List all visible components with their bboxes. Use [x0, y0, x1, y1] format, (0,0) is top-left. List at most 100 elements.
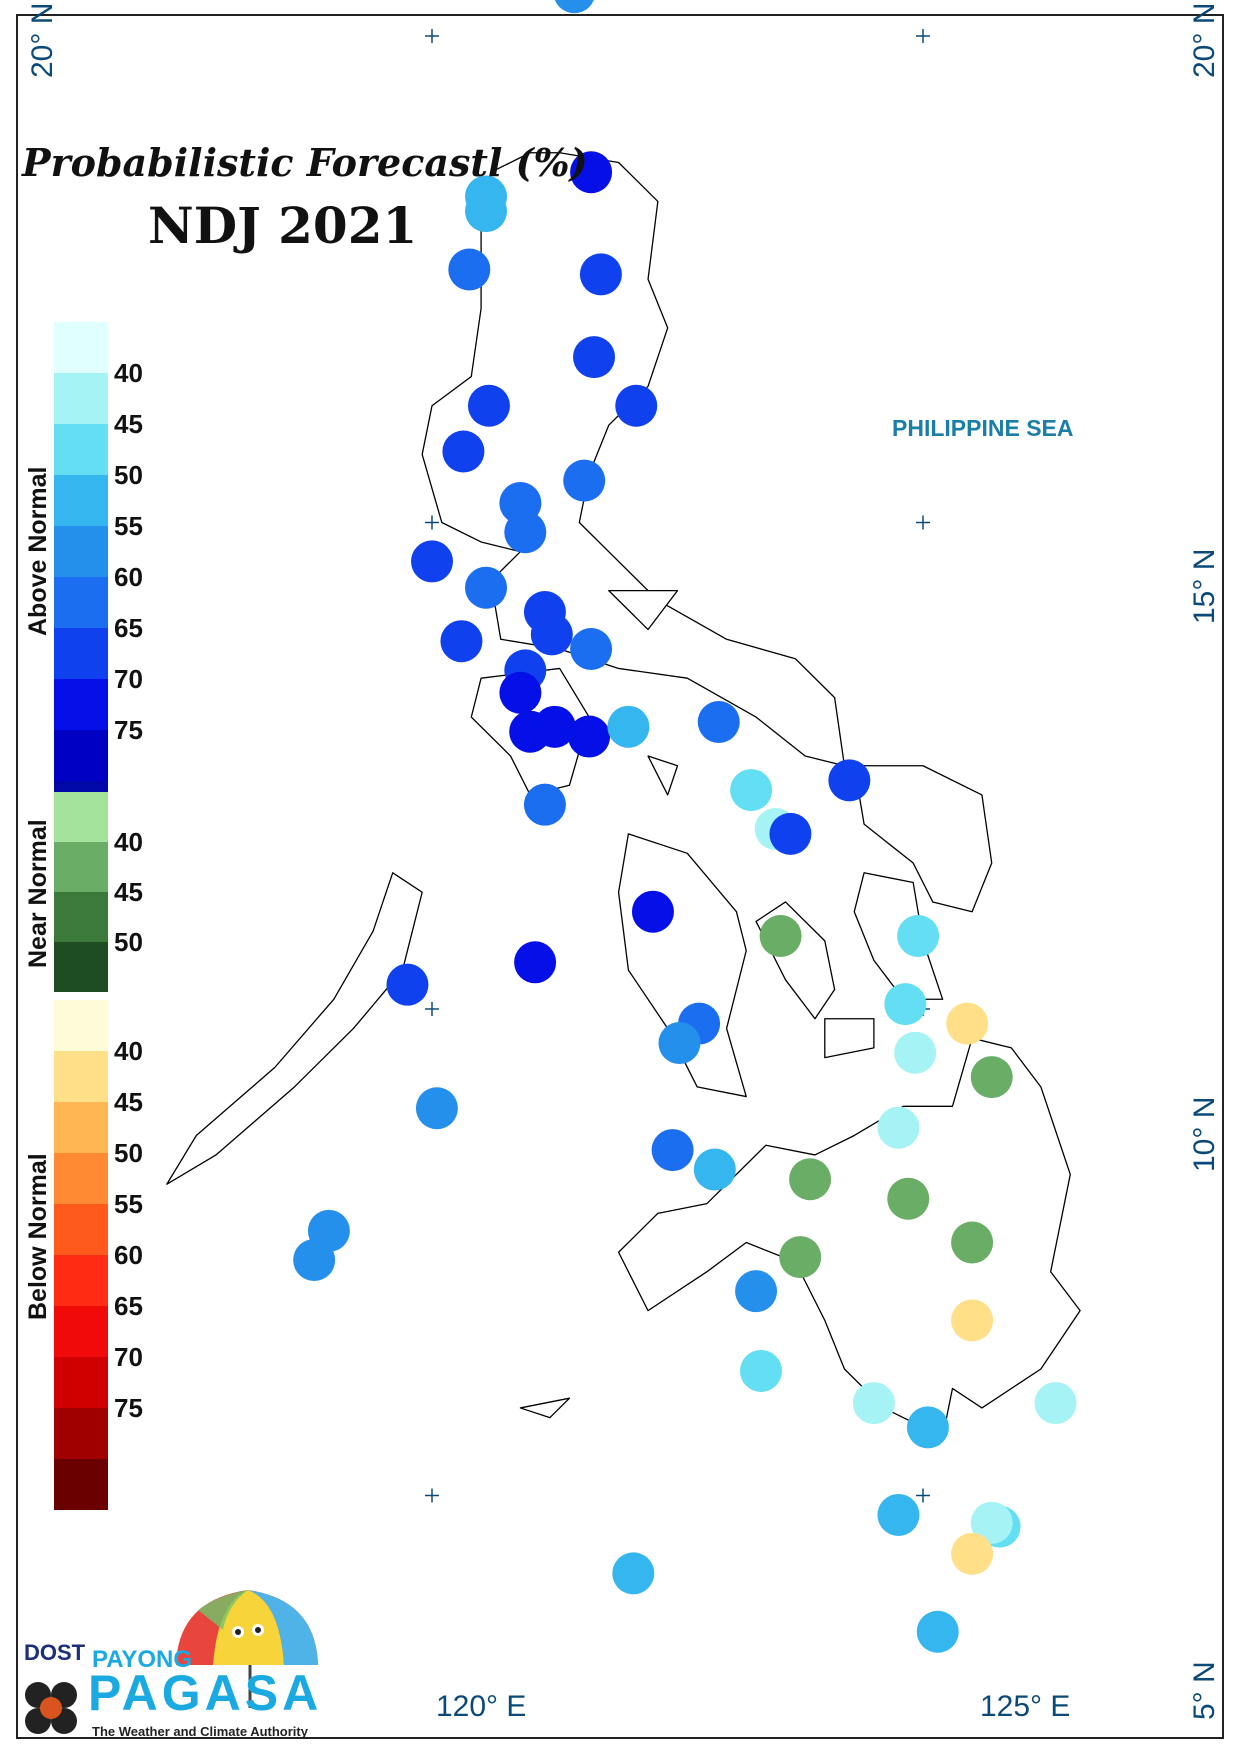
legend-swatch [54, 1102, 108, 1153]
station-marker-62 [612, 1552, 655, 1595]
legend-tick: 45 [114, 409, 143, 439]
forecast-period: NDJ 2021 [148, 196, 418, 255]
legend-tick: 60 [114, 562, 143, 592]
legend-swatch [54, 628, 108, 679]
station-marker-12 [504, 511, 547, 554]
station-marker-25 [697, 700, 740, 743]
legend-swatch [54, 475, 108, 526]
station-marker-39 [658, 1022, 701, 1065]
station-marker-63 [916, 1610, 959, 1653]
umbrella-icon [25, 1590, 318, 1734]
station-marker-61 [951, 1532, 994, 1575]
station-marker-42 [415, 1087, 458, 1130]
land-outline-10 [608, 589, 679, 631]
station-marker-7 [467, 384, 510, 427]
land-outline-7 [824, 1018, 875, 1059]
lat-label-5: 5° N [1188, 1661, 1221, 1720]
legend-tick: 50 [114, 460, 143, 490]
station-marker-14 [465, 566, 508, 609]
lon-label-120: 120° E [436, 1690, 527, 1723]
land-outline-9 [519, 1397, 571, 1419]
station-marker-8 [615, 384, 658, 427]
land-outline-2 [166, 872, 423, 1185]
station-marker-53 [951, 1299, 994, 1342]
station-marker-58 [877, 1493, 920, 1536]
station-marker-35 [386, 963, 429, 1006]
legend-swatch [54, 1306, 108, 1357]
legend-swatch [54, 842, 108, 892]
station-marker-52 [735, 1270, 778, 1313]
station-marker-20 [499, 671, 542, 714]
station-marker-44 [651, 1129, 694, 1172]
station-marker-0 [554, 0, 594, 14]
legend-swatch [54, 1051, 108, 1102]
logo-pagasa: PAGASA [88, 1665, 323, 1721]
lat-label-15: 15° N [1188, 548, 1221, 624]
legend-label-below: Below Normal [24, 1153, 52, 1320]
station-marker-26 [828, 759, 871, 802]
legend-swatch [54, 1000, 108, 1051]
station-marker-28 [730, 769, 773, 812]
station-marker-18 [570, 627, 613, 670]
logo-tagline: The Weather and Climate Authority [92, 1724, 308, 1739]
station-marker-10 [563, 459, 606, 502]
legend-swatch [54, 1153, 108, 1204]
station-marker-33 [759, 915, 802, 958]
land-outline-0 [421, 152, 846, 767]
legend-tick: 40 [114, 827, 143, 857]
lon-label-125: 125° E [980, 1690, 1071, 1723]
legend-tick: 75 [114, 1393, 143, 1423]
station-marker-23 [568, 715, 611, 758]
legend-label-above: Above Normal [24, 466, 52, 636]
station-markers [293, 0, 1077, 1653]
legend-swatch [54, 526, 108, 577]
station-marker-36 [884, 983, 927, 1026]
station-marker-32 [514, 941, 557, 984]
station-marker-37 [946, 1002, 989, 1045]
legend-tick: 65 [114, 1291, 143, 1321]
legend-swatch [54, 1255, 108, 1306]
land-outline-11 [647, 755, 679, 796]
station-marker-50 [779, 1236, 822, 1279]
station-marker-41 [970, 1056, 1013, 1099]
legend-tick: 45 [114, 1087, 143, 1117]
legend-swatch [54, 730, 108, 781]
map-frame [16, 14, 1224, 1739]
station-marker-55 [852, 1382, 895, 1425]
station-marker-30 [769, 812, 812, 855]
station-marker-4 [448, 248, 491, 291]
legend-swatch [54, 424, 108, 475]
station-marker-17 [440, 620, 483, 663]
legend-swatch [54, 942, 108, 992]
legend-swatch [54, 792, 108, 842]
legend-swatch [54, 373, 108, 424]
legend-tick: 45 [114, 877, 143, 907]
station-marker-46 [789, 1158, 832, 1201]
station-marker-45 [693, 1148, 736, 1191]
lat-label-20-left: 20° N [26, 2, 59, 78]
station-marker-22 [533, 705, 576, 748]
station-marker-16 [530, 613, 573, 656]
station-marker-47 [887, 1177, 930, 1220]
legend-tick: 50 [114, 1138, 143, 1168]
station-marker-3 [465, 190, 508, 233]
legend-tick: 60 [114, 1240, 143, 1270]
legend-swatch [54, 1459, 108, 1510]
legend-tick: 65 [114, 613, 143, 643]
station-marker-6 [573, 336, 616, 379]
station-marker-5 [579, 253, 622, 296]
station-marker-43 [877, 1106, 920, 1149]
legend-tick: 70 [114, 664, 143, 694]
station-marker-60 [970, 1501, 1013, 1544]
station-marker-34 [897, 915, 940, 958]
station-marker-54 [739, 1349, 782, 1392]
logo-payong: PAYONG [92, 1646, 193, 1673]
land-outline-5 [853, 765, 993, 913]
legend-tick: 40 [114, 1036, 143, 1066]
station-marker-9 [442, 430, 485, 473]
legend-swatch [54, 1204, 108, 1255]
legend-swatch [54, 1408, 108, 1459]
legend-swatch [54, 577, 108, 628]
station-marker-1 [570, 151, 613, 194]
